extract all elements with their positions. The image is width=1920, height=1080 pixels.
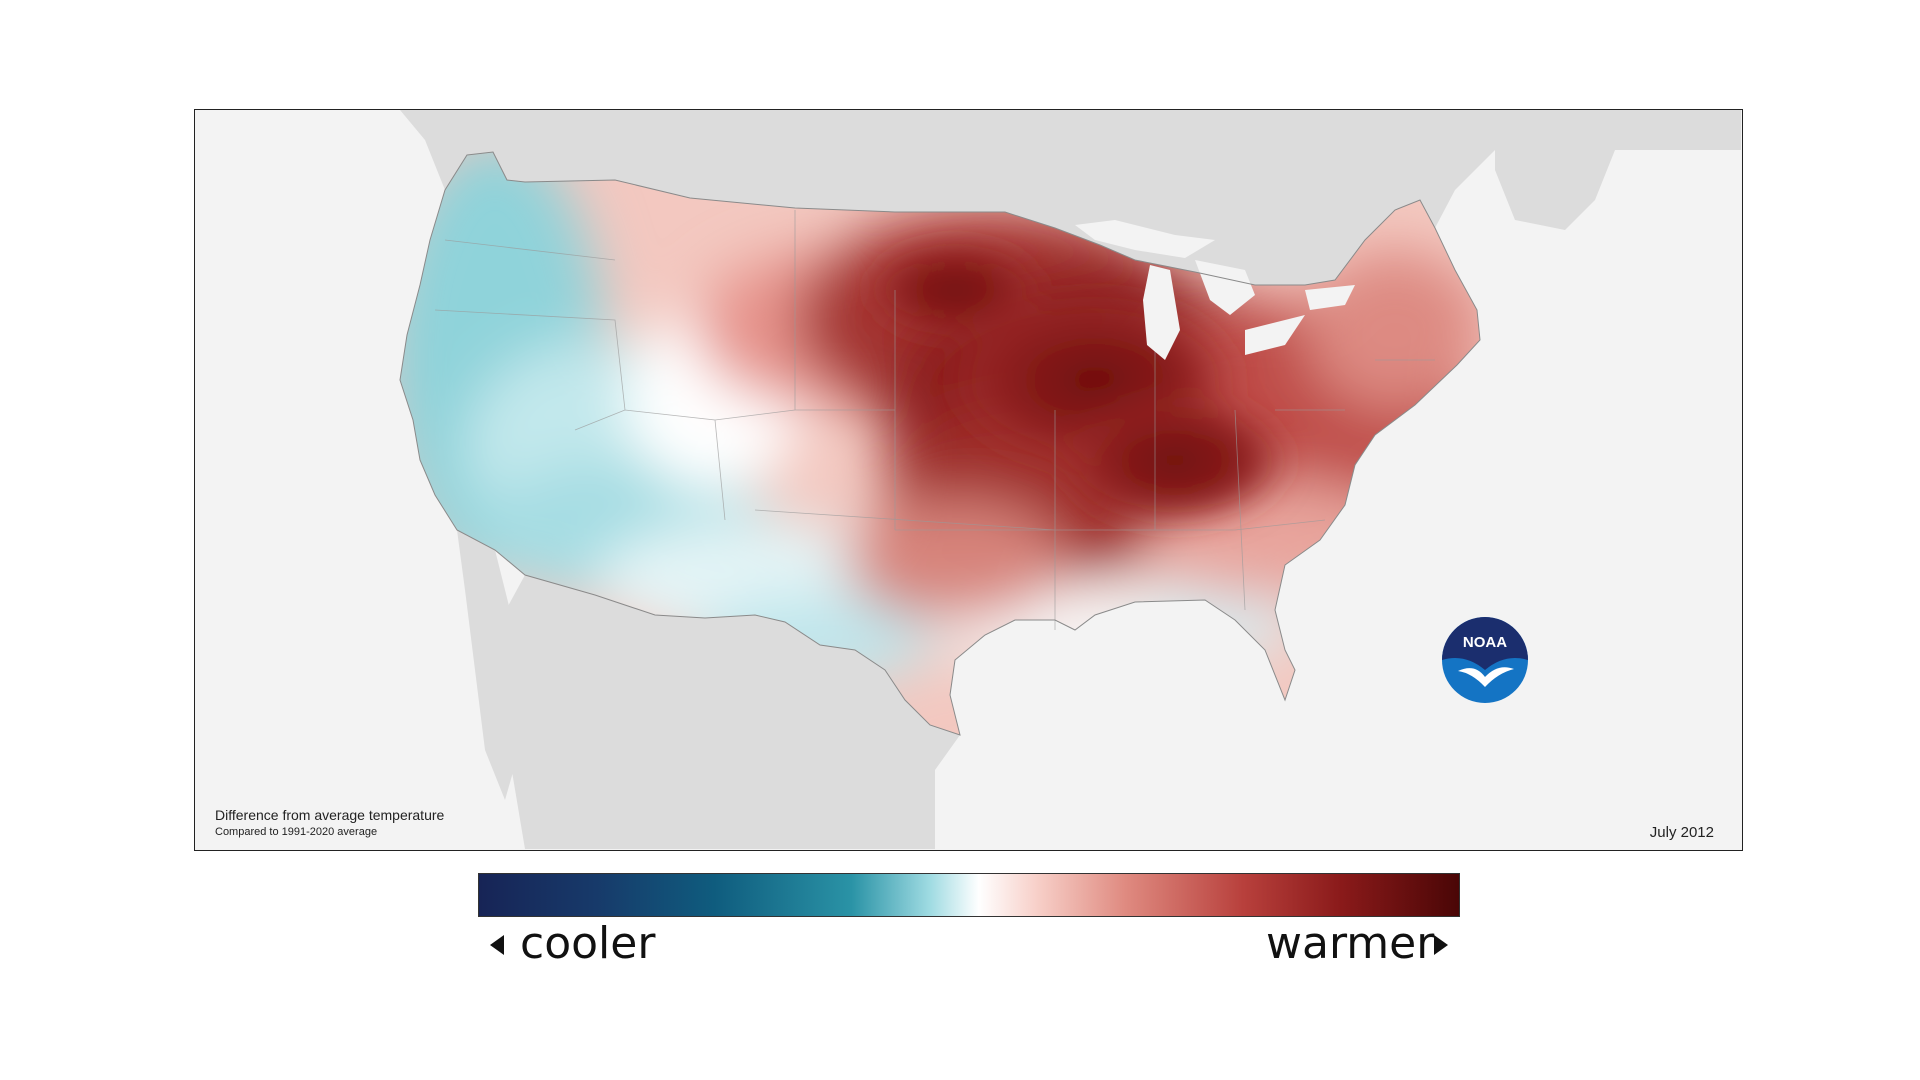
map-caption-subtitle: Compared to 1991-2020 average	[215, 826, 378, 838]
legend-cooler-label: cooler	[520, 918, 656, 969]
map-date-label: July 2012	[1649, 824, 1714, 841]
noaa-logo: NOAA	[1442, 617, 1528, 703]
noaa-logo-text: NOAA	[1463, 634, 1507, 651]
map-caption-title: Difference from average temperature	[215, 807, 445, 823]
arrow-left-icon	[490, 935, 504, 955]
legend-warmer-label: warmer	[1266, 918, 1435, 969]
great-lakes	[1075, 220, 1355, 360]
canada-east	[1495, 130, 1615, 230]
map-canvas	[399, 110, 1741, 849]
canada-landmass	[400, 110, 1741, 285]
temperature-anomaly-map: Difference from average temperature Comp…	[194, 109, 1743, 851]
usa-anomaly-field	[400, 152, 1480, 735]
mexico-landmass	[495, 575, 960, 849]
usa-outline	[399, 151, 1481, 736]
state-boundaries	[434, 210, 1435, 630]
baja-peninsula	[457, 530, 525, 800]
arrow-right-icon	[1434, 935, 1448, 955]
color-scale-legend	[478, 873, 1460, 917]
